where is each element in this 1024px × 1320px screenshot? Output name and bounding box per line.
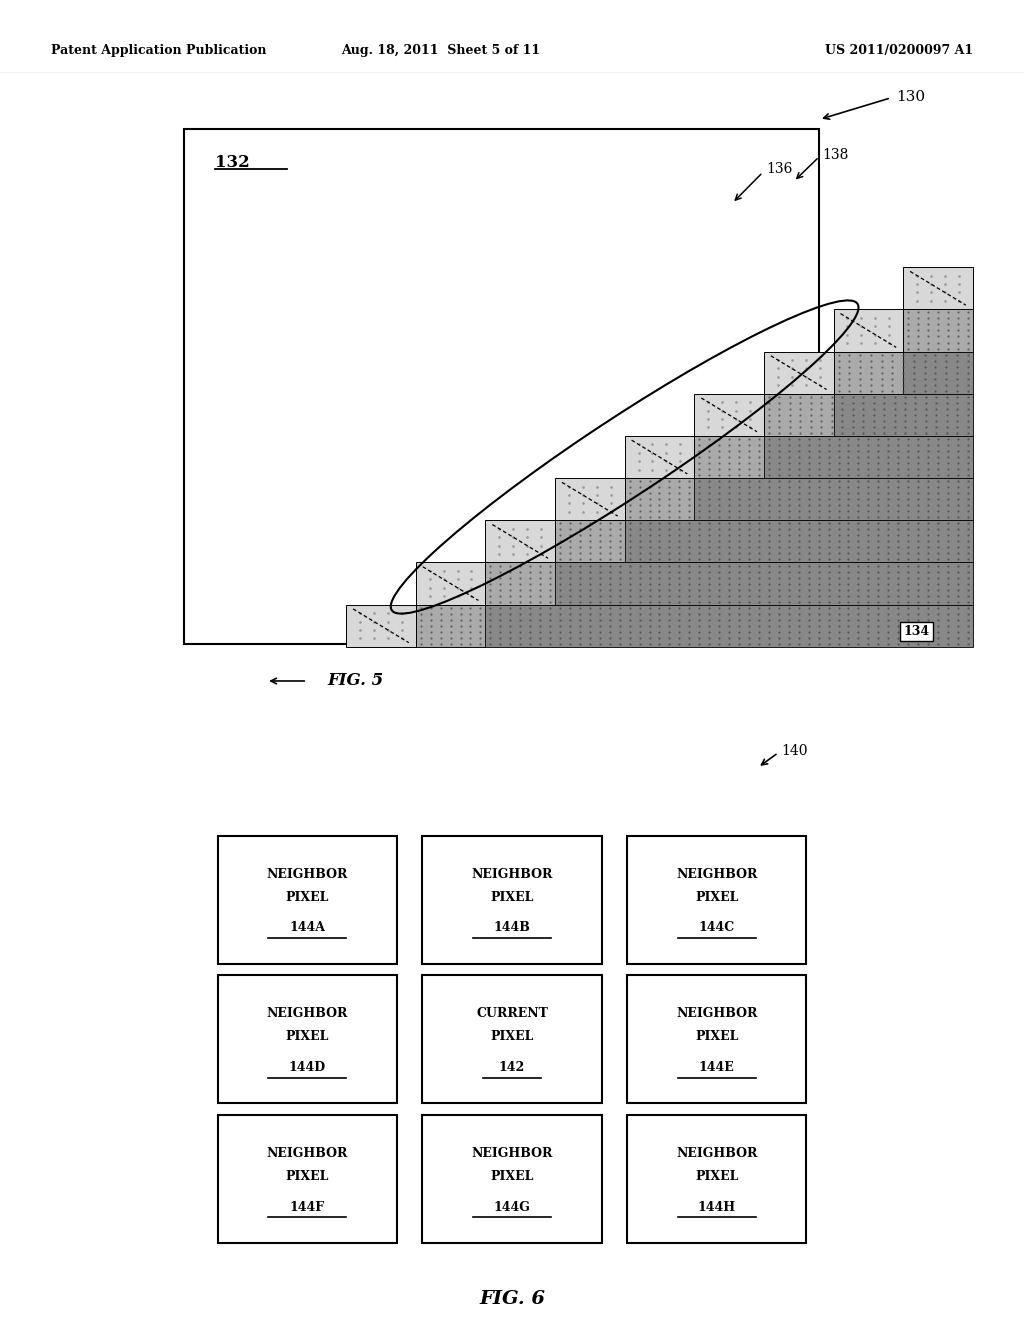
Bar xyxy=(555,520,973,562)
Bar xyxy=(555,478,625,520)
Text: NEIGHBOR: NEIGHBOR xyxy=(471,1147,553,1160)
Bar xyxy=(627,836,807,964)
Text: PIXEL: PIXEL xyxy=(695,1031,738,1043)
Bar xyxy=(422,836,601,964)
Bar xyxy=(218,836,397,964)
Text: FIG. 6: FIG. 6 xyxy=(479,1290,545,1308)
Text: NEIGHBOR: NEIGHBOR xyxy=(676,1007,758,1020)
Bar xyxy=(903,309,973,351)
Text: PIXEL: PIXEL xyxy=(490,891,534,904)
Bar xyxy=(218,1115,397,1243)
Text: 132: 132 xyxy=(215,153,250,170)
Text: NEIGHBOR: NEIGHBOR xyxy=(471,867,553,880)
Text: 144F: 144F xyxy=(290,1200,325,1213)
Text: NEIGHBOR: NEIGHBOR xyxy=(266,1007,348,1020)
Text: 144G: 144G xyxy=(494,1200,530,1213)
Bar xyxy=(627,1115,807,1243)
Bar xyxy=(764,393,834,436)
Bar xyxy=(834,351,903,393)
Bar xyxy=(627,975,807,1104)
Text: PIXEL: PIXEL xyxy=(490,1031,534,1043)
Text: NEIGHBOR: NEIGHBOR xyxy=(676,1147,758,1160)
Text: 144D: 144D xyxy=(289,1061,326,1074)
Text: 142: 142 xyxy=(499,1061,525,1074)
Bar xyxy=(416,605,973,647)
Bar xyxy=(485,520,555,562)
Text: 130: 130 xyxy=(896,90,925,103)
Bar xyxy=(422,975,601,1104)
Text: Aug. 18, 2011  Sheet 5 of 11: Aug. 18, 2011 Sheet 5 of 11 xyxy=(341,45,540,57)
Bar xyxy=(903,309,973,351)
Bar xyxy=(485,562,973,605)
Bar xyxy=(422,1115,601,1243)
Bar xyxy=(834,351,973,393)
Bar xyxy=(764,351,834,393)
Bar xyxy=(625,436,694,478)
Text: CURRENT: CURRENT xyxy=(476,1007,548,1020)
Text: 144B: 144B xyxy=(494,921,530,935)
Bar xyxy=(218,975,397,1104)
Text: 144E: 144E xyxy=(699,1061,734,1074)
Text: PIXEL: PIXEL xyxy=(286,1170,329,1183)
Bar xyxy=(834,309,903,351)
Bar xyxy=(625,478,694,520)
Text: Patent Application Publication: Patent Application Publication xyxy=(51,45,266,57)
Bar xyxy=(485,562,555,605)
Text: PIXEL: PIXEL xyxy=(490,1170,534,1183)
Text: PIXEL: PIXEL xyxy=(695,891,738,904)
Text: PIXEL: PIXEL xyxy=(286,1031,329,1043)
Text: 136: 136 xyxy=(766,162,793,176)
Text: PIXEL: PIXEL xyxy=(695,1170,738,1183)
Text: 144C: 144C xyxy=(698,921,735,935)
Text: 138: 138 xyxy=(822,148,849,162)
Text: 144H: 144H xyxy=(697,1200,736,1213)
Bar xyxy=(903,267,973,309)
Text: PIXEL: PIXEL xyxy=(286,891,329,904)
Bar xyxy=(346,605,416,647)
Text: NEIGHBOR: NEIGHBOR xyxy=(676,867,758,880)
Text: FIG. 5: FIG. 5 xyxy=(328,672,384,689)
Bar xyxy=(416,605,485,647)
Bar xyxy=(416,562,485,605)
Bar xyxy=(694,436,973,478)
Text: 140: 140 xyxy=(781,744,808,758)
Bar xyxy=(694,393,764,436)
Text: US 2011/0200097 A1: US 2011/0200097 A1 xyxy=(824,45,973,57)
Bar xyxy=(694,436,764,478)
Text: 134: 134 xyxy=(903,624,930,638)
Text: NEIGHBOR: NEIGHBOR xyxy=(266,1147,348,1160)
Bar xyxy=(625,478,973,520)
Text: NEIGHBOR: NEIGHBOR xyxy=(266,867,348,880)
Bar xyxy=(555,520,625,562)
Bar xyxy=(764,393,973,436)
Text: 144A: 144A xyxy=(289,921,326,935)
Bar xyxy=(184,129,819,644)
